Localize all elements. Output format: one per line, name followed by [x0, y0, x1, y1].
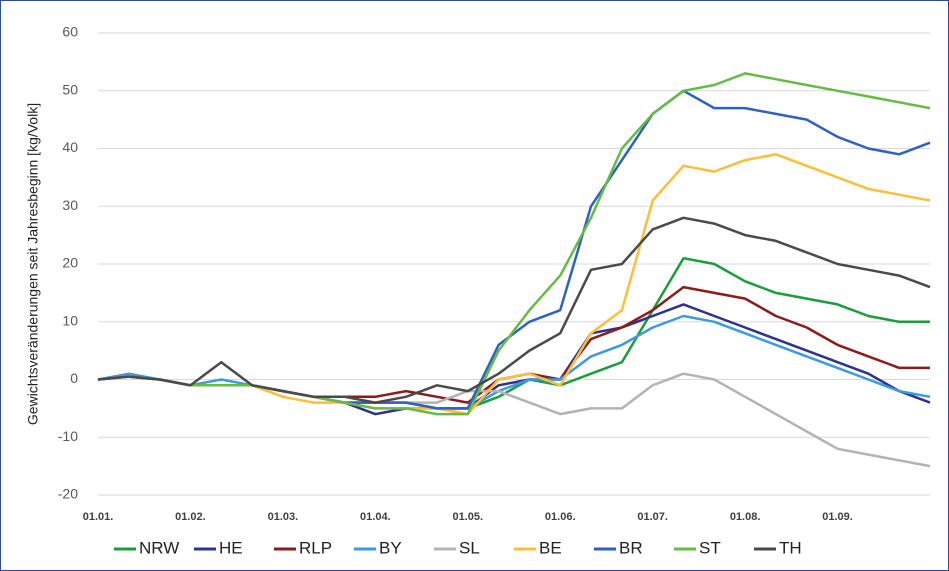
x-tick-label: 01.04. [360, 511, 391, 523]
legend-label: TH [779, 538, 802, 557]
y-axis-title: Gewichtsveränderungen seit Jahresbeginn … [25, 103, 41, 425]
y-tick-label: 40 [62, 139, 78, 155]
x-tick-label: 01.02. [175, 511, 206, 523]
series-line [97, 314, 931, 410]
legend-label: BE [539, 538, 562, 557]
x-tick-label: 01.01. [83, 511, 114, 523]
x-tick-label: 01.08. [730, 511, 761, 523]
y-tick-label: 10 [62, 312, 78, 328]
x-tick-label: 01.05. [452, 511, 483, 523]
y-tick-label: 0 [70, 370, 78, 386]
x-tick-label: 01.09. [822, 511, 853, 523]
x-tick-label: 01.03. [268, 511, 299, 523]
y-tick-label: 30 [62, 197, 78, 213]
series-line [97, 216, 931, 404]
legend-label: BR [619, 538, 643, 557]
y-tick-label: -10 [58, 428, 78, 444]
y-tick-label: 50 [62, 81, 78, 97]
y-tick-label: -20 [58, 486, 78, 502]
legend-label: RLP [299, 538, 332, 557]
y-tick-label: 60 [62, 24, 78, 40]
y-tick-label: 20 [62, 255, 78, 271]
x-tick-label: 01.07. [637, 511, 668, 523]
series-line [97, 72, 931, 416]
legend-label: BY [379, 538, 402, 557]
legend-label: NRW [139, 538, 179, 557]
legend-label: SL [459, 538, 480, 557]
legend-label: HE [219, 538, 243, 557]
x-tick-label: 01.06. [545, 511, 576, 523]
legend-label: ST [699, 538, 721, 557]
